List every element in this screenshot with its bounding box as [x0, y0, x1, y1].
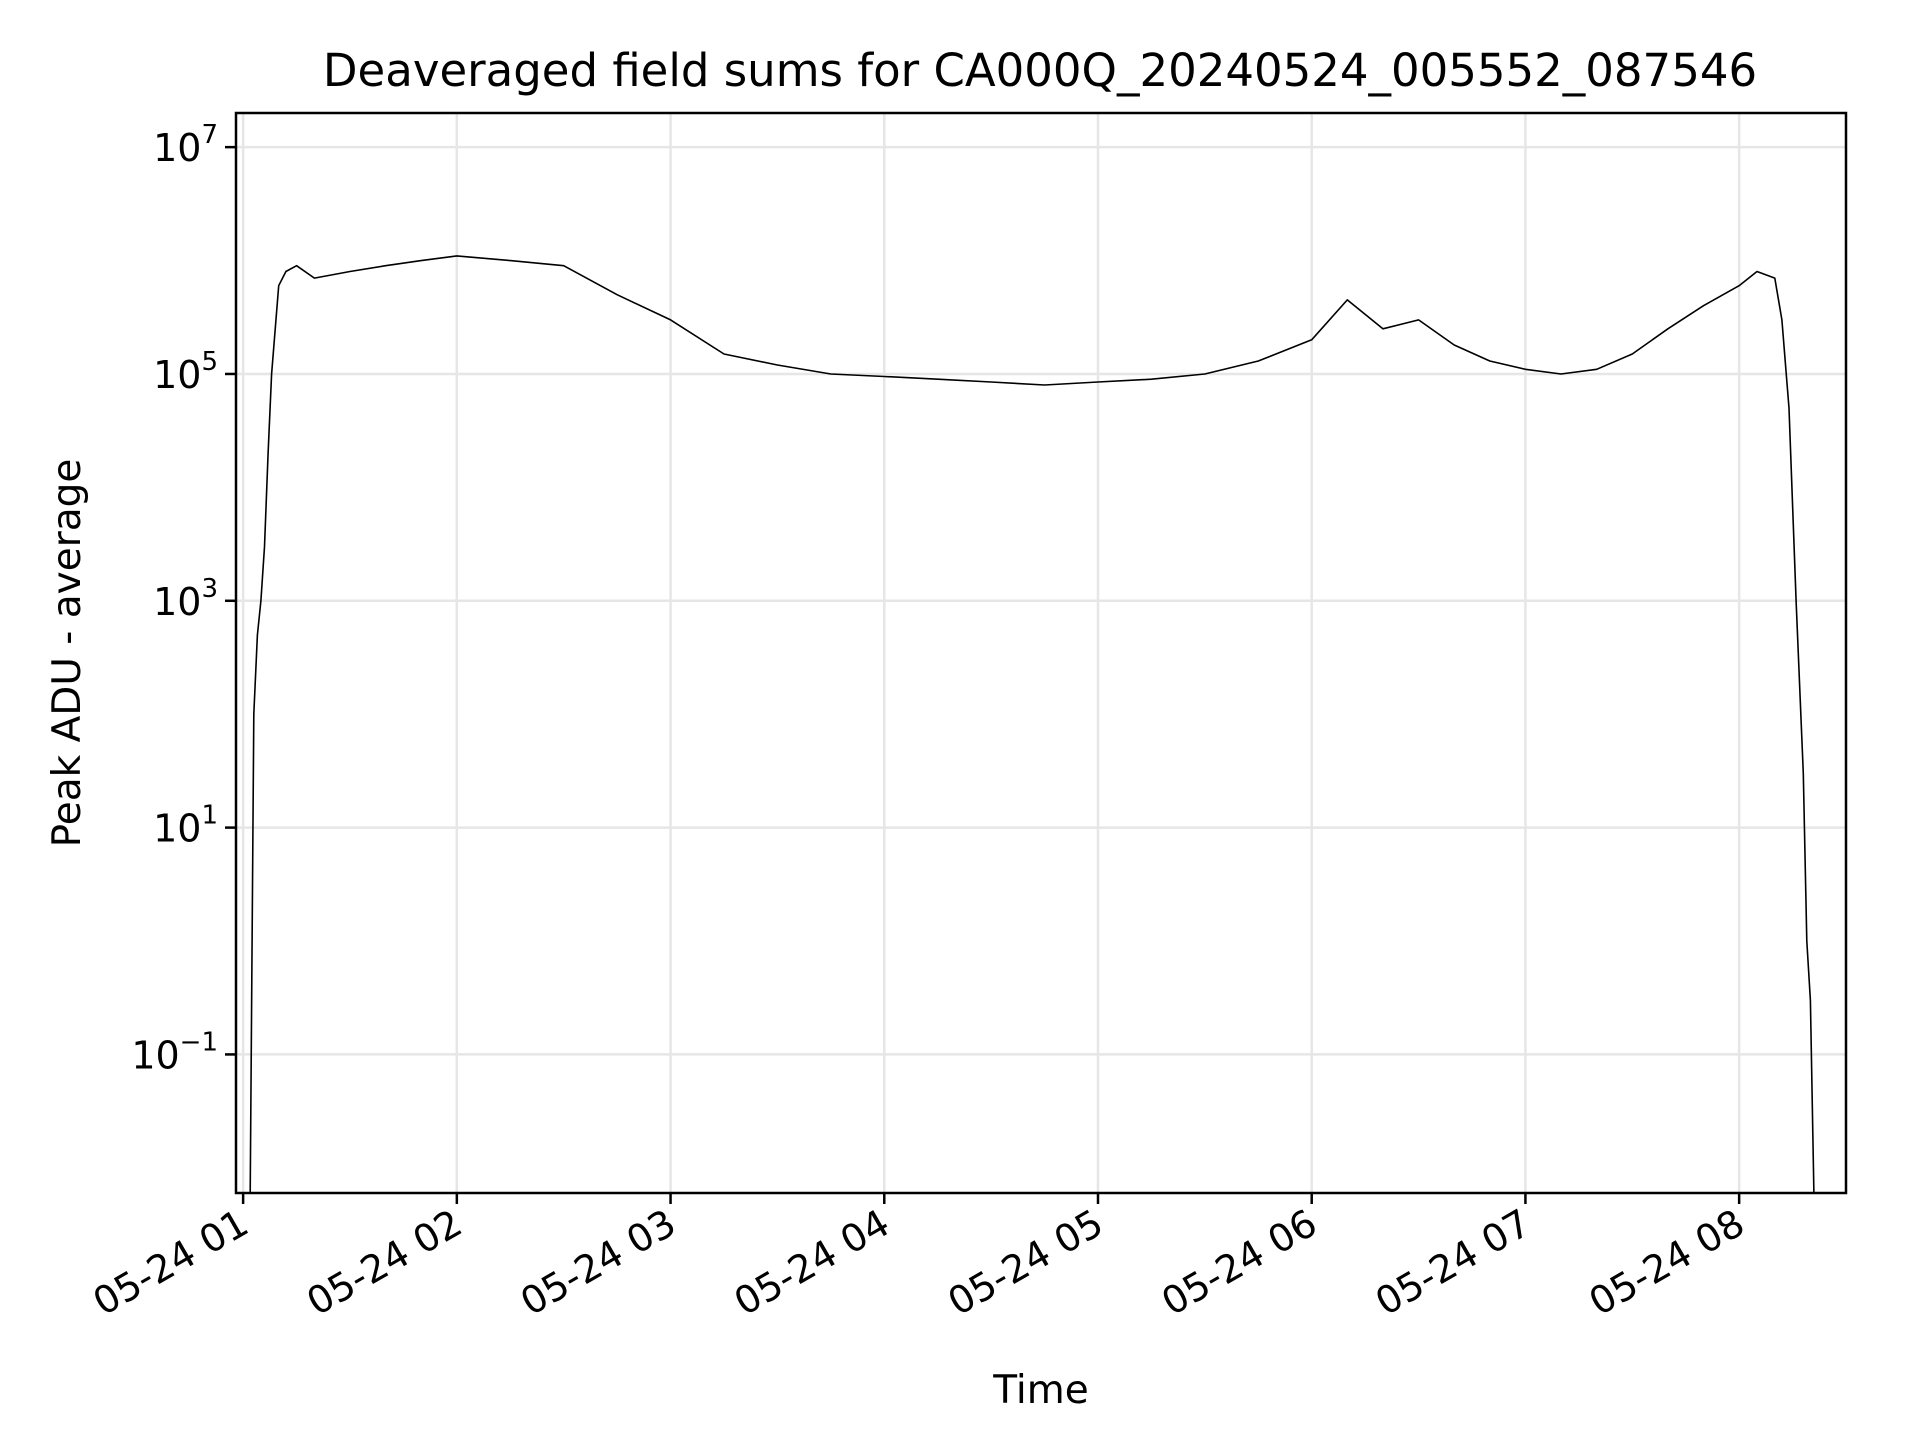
- x-axis-label: Time: [992, 1368, 1088, 1413]
- series-line: [249, 255, 1815, 1194]
- y-tick-label: 105: [153, 347, 218, 397]
- y-tick-label: 101: [153, 801, 218, 851]
- plot-frame: [234, 111, 1848, 1195]
- y-tick-label: 10−1: [131, 1027, 218, 1077]
- grid: [236, 113, 1846, 1193]
- chart-title: Deaveraged field sums for CA000Q_2024052…: [323, 44, 1757, 97]
- plot-line: [249, 255, 1815, 1194]
- y-tick-label: 107: [153, 120, 218, 170]
- y-tick-label: 103: [153, 574, 218, 624]
- y-axis-ticks: 10−1 101 103 105 107: [131, 120, 236, 1077]
- y-axis-label: Peak ADU - average: [45, 459, 90, 848]
